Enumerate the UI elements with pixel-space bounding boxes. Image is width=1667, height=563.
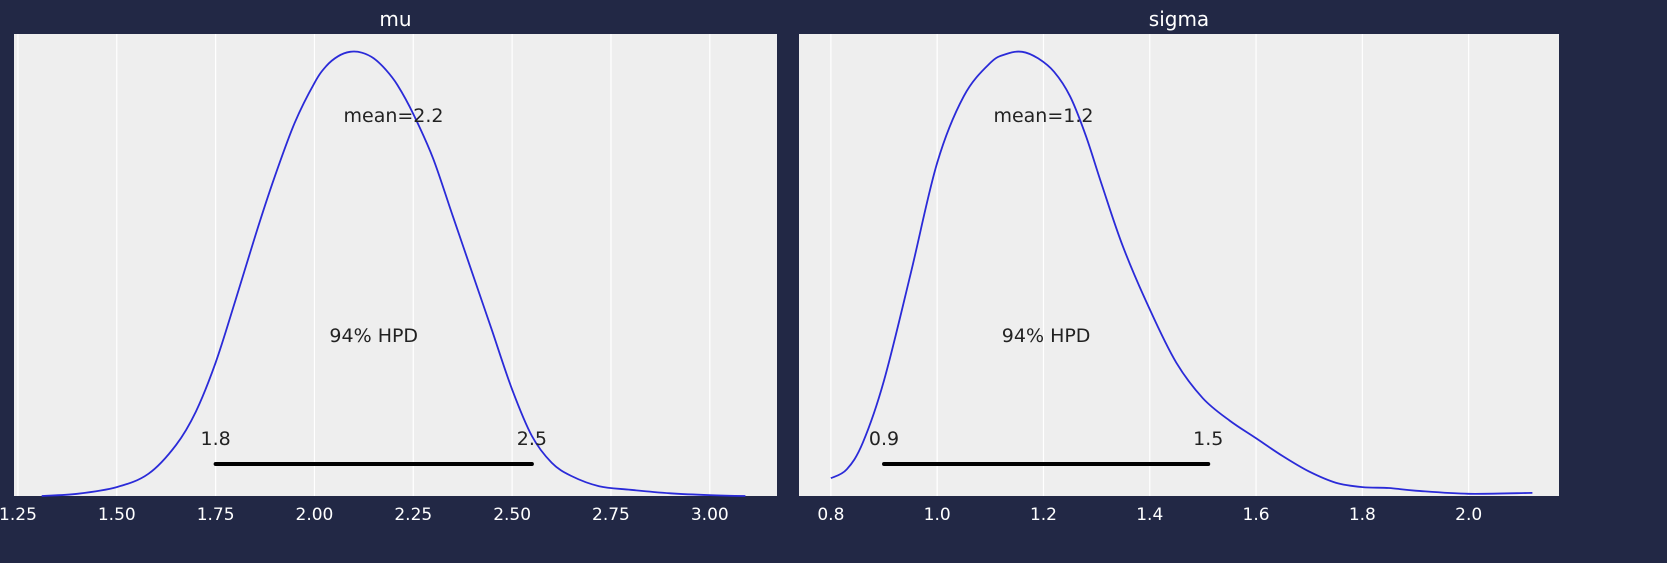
- mean-label: mean=1.2: [993, 105, 1093, 127]
- x-tick-label: 3.00: [691, 505, 729, 525]
- panel-title: sigma: [1149, 7, 1209, 31]
- x-tick-label: 1.75: [197, 505, 235, 525]
- density-curve: [41, 50, 746, 497]
- panel-mu: 1.25 1.50 1.75 2.00 2.25 2.50 2.75 3.00 mu mean=2…: [0, 7, 777, 525]
- hpd-endpoint-label: 1.8: [201, 428, 231, 450]
- x-tick-label: 2.75: [592, 505, 630, 525]
- panel-background: [799, 34, 1559, 496]
- hpd-label: 94% HPD: [329, 325, 418, 347]
- mean-label: mean=2.2: [344, 105, 444, 127]
- hpd-label: 94% HPD: [1002, 325, 1091, 347]
- hpd-endpoint-label: 0.9: [869, 428, 899, 450]
- panel-title: mu: [379, 7, 411, 31]
- x-tick-label: 2.50: [493, 505, 531, 525]
- panel-background: [14, 34, 777, 496]
- hpd-endpoint-label: 1.5: [1193, 428, 1223, 450]
- x-tick-label: 1.50: [98, 505, 136, 525]
- hpd-endpoint-label: 2.5: [517, 428, 547, 450]
- x-tick-label: 0.8: [817, 505, 844, 525]
- x-tick-label: 2.25: [394, 505, 432, 525]
- x-tick-label: 1.4: [1136, 505, 1163, 525]
- x-tick-label: 1.25: [0, 505, 37, 525]
- x-tick-label: 2.00: [296, 505, 334, 525]
- x-tick-label: 1.6: [1243, 505, 1270, 525]
- x-tick-label: 1.8: [1349, 505, 1376, 525]
- x-tick-label: 2.0: [1455, 505, 1482, 525]
- density-curve: [830, 50, 1533, 495]
- x-tick-label: 1.2: [1030, 505, 1057, 525]
- panel-sigma: 0.8 1.0 1.2 1.4 1.6 1.8 2.0 sigma mean=1.2 94% HP…: [799, 7, 1559, 525]
- x-tick-label: 1.0: [924, 505, 951, 525]
